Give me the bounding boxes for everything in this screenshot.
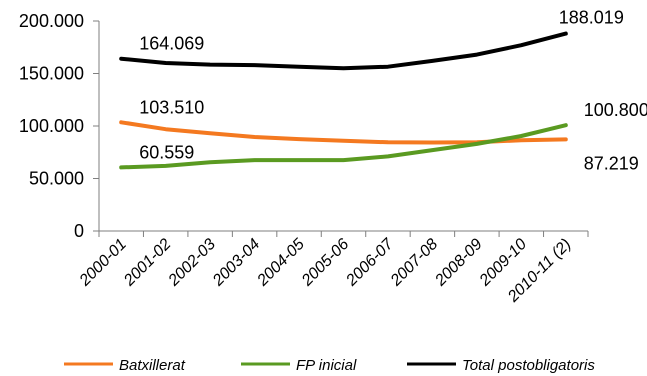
y-axis-ticks: 0 50.000 100.000 150.000 200.000 <box>19 11 99 241</box>
legend-entry: Total postobligatoris <box>462 357 595 374</box>
x-tick-label: 2007-08 <box>387 236 441 290</box>
y-tick-label: 200.000 <box>19 11 84 31</box>
x-tick-label: 2005-06 <box>298 236 352 290</box>
y-tick-label: 50.000 <box>29 169 84 189</box>
y-tick-label: 150.000 <box>19 64 84 84</box>
x-tick-label: 2004-05 <box>254 236 308 290</box>
x-tick-label: 2008-09 <box>431 236 485 290</box>
series-lines <box>119 31 568 170</box>
legend-entry: FP inicial <box>296 357 357 374</box>
series-line-2 <box>119 31 568 71</box>
series-line-1 <box>119 123 568 170</box>
x-tick-label: 2001-02 <box>120 236 174 290</box>
data-label: 87.219 <box>584 153 639 173</box>
data-label: 60.559 <box>139 142 194 162</box>
x-tick-label: 2003-04 <box>209 236 263 290</box>
data-label: 100.800 <box>584 100 647 120</box>
x-tick-label: 2000-01 <box>76 236 130 290</box>
data-label: 188.019 <box>559 8 624 28</box>
legend: Batxillerat FP inicial Total postobligator… <box>64 357 595 374</box>
legend-entry: Batxillerat <box>119 357 186 374</box>
data-label: 103.510 <box>139 97 204 117</box>
y-tick-label: 100.000 <box>19 116 84 136</box>
x-axis-ticks: 2000-012001-022002-032003-042004-052005-… <box>76 231 589 306</box>
x-tick-label: 2002-03 <box>165 236 219 290</box>
data-labels: 103.510 87.219 60.559 100.800 164.069 188.019 <box>139 8 647 174</box>
data-label: 164.069 <box>139 34 204 54</box>
x-tick-label: 2006-07 <box>343 235 398 290</box>
y-tick-label: 0 <box>74 221 84 241</box>
